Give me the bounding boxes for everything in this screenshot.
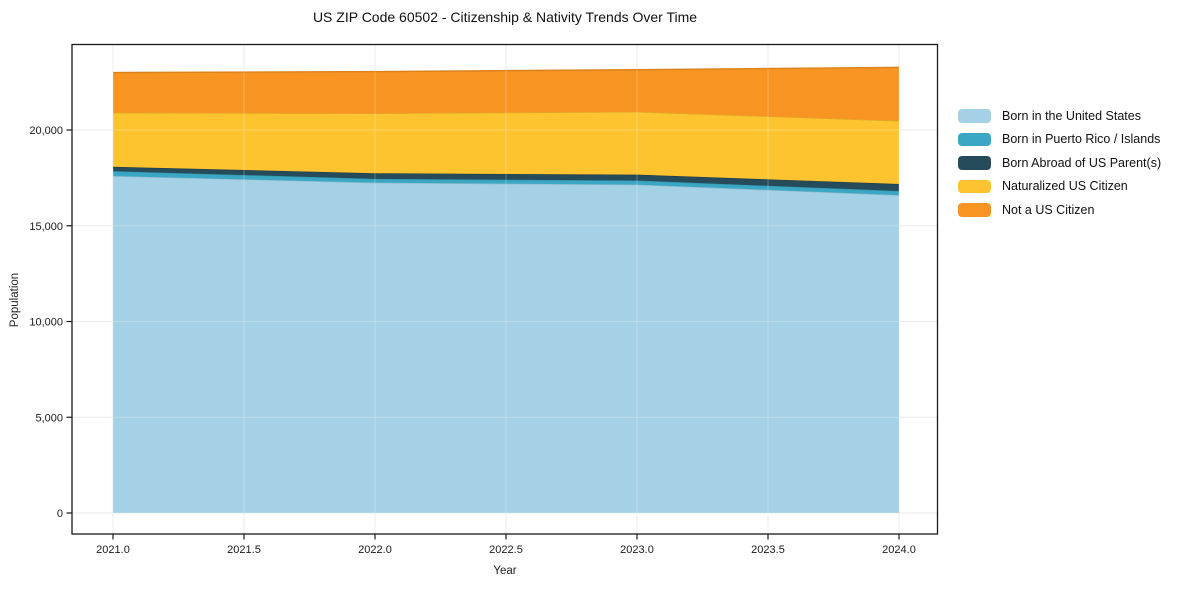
legend-item-4[interactable]: Not a US Citizen	[958, 203, 1161, 217]
y-tick-label: 10,000	[29, 317, 63, 329]
area-series-4-edge	[112, 66, 900, 74]
area-series-2[interactable]	[113, 166, 899, 191]
legend-swatch	[958, 109, 991, 123]
x-tick-label: 2021.5	[227, 544, 261, 556]
legend-item-3[interactable]: Naturalized US Citizen	[958, 179, 1161, 194]
y-axis-label: Population	[9, 272, 21, 328]
x-tick-label: 2024.0	[882, 544, 916, 556]
x-tick-label: 2022.5	[489, 544, 523, 556]
legend-label: Not a US Citizen	[1002, 202, 1095, 217]
plot-border	[71, 43, 939, 535]
x-tick-label: 2023.5	[751, 544, 785, 556]
legend-label: Born Abroad of US Parent(s)	[1002, 155, 1162, 170]
area-series-3[interactable]	[113, 111, 899, 185]
y-tick-label: 5,000	[35, 412, 63, 424]
y-tick-label: 20,000	[29, 125, 63, 137]
legend: Born in the United States Born in Puerto …	[958, 109, 1161, 217]
x-tick-label: 2022.0	[358, 544, 392, 556]
area-series-0[interactable]	[113, 175, 899, 513]
legend-swatch	[958, 132, 991, 146]
x-axis-label: Year	[493, 565, 517, 577]
legend-label: Born in the United States	[1002, 108, 1141, 123]
legend-label: Born in Puerto Rico / Islands	[1002, 132, 1161, 147]
legend-swatch	[958, 179, 991, 193]
legend-item-1[interactable]: Born in Puerto Rico / Islands	[958, 132, 1161, 147]
x-tick-label: 2023.0	[620, 544, 654, 556]
legend-swatch	[958, 203, 991, 217]
chart-title: US ZIP Code 60502 - Citizenship & Nativi…	[312, 9, 698, 25]
area-series-4[interactable]	[113, 67, 899, 121]
legend-item-0[interactable]: Born in the United States	[958, 109, 1161, 123]
y-tick-label: 15,000	[29, 221, 63, 233]
legend-label: Naturalized US Citizen	[1002, 179, 1128, 194]
x-tick-label: 2021.0	[96, 544, 130, 556]
y-tick-label: 0	[57, 508, 63, 520]
legend-swatch	[958, 156, 991, 170]
legend-item-2[interactable]: Born Abroad of US Parent(s)	[958, 156, 1161, 170]
